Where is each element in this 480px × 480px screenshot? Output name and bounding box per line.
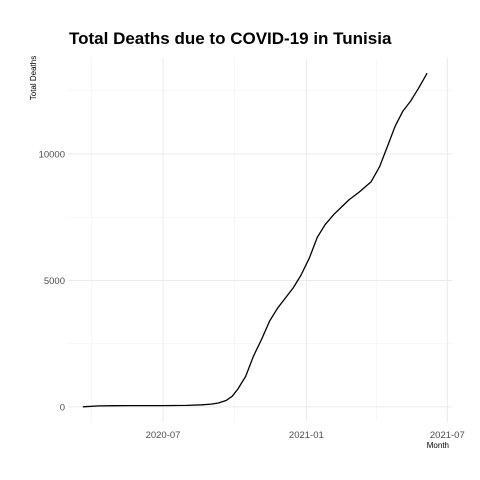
grid	[68, 58, 452, 422]
x-tick-label: 2021-01	[289, 430, 324, 441]
x-axis-label: Month	[427, 441, 449, 450]
chart-title: Total Deaths due to COVID-19 in Tunisia	[69, 29, 392, 48]
y-tick-label: 10000	[39, 150, 65, 161]
y-axis-label: Total Deaths	[29, 56, 38, 100]
y-tick-label: 0	[60, 402, 65, 413]
series-layer	[82, 72, 428, 408]
axis-ticks: 2020-07 2021-01 2021-07 0 5000 10000	[39, 150, 465, 441]
y-tick-label: 5000	[44, 276, 65, 287]
x-tick-label: 2021-07	[430, 430, 465, 441]
series-line-0	[82, 72, 428, 408]
x-tick-label: 2020-07	[146, 430, 181, 441]
